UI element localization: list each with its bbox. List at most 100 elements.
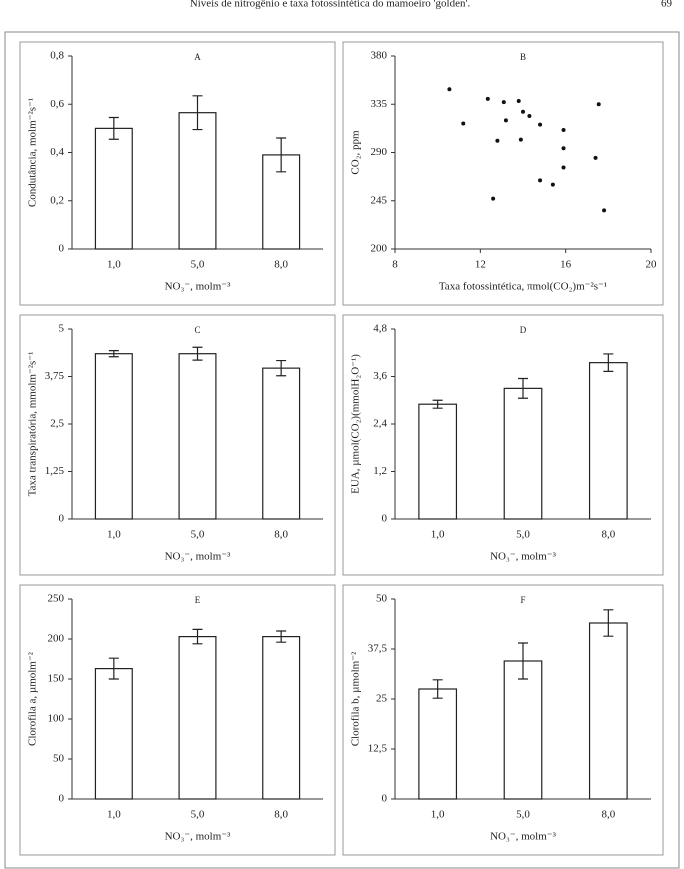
- y-axis-label: Clorofila b, µmolm⁻²: [350, 651, 362, 746]
- page-number: 69: [661, 0, 673, 10]
- x-axis-label: Taxa fotossintética, πmol(CO₂)m⁻²s⁻¹: [439, 281, 607, 293]
- bar: [94, 667, 133, 800]
- error-bar: [192, 628, 203, 645]
- x-tick-label: 1,0: [107, 529, 121, 541]
- x-axis-label: NO₃⁻, molm⁻³: [165, 281, 232, 293]
- bar: [503, 660, 543, 800]
- point: [501, 100, 506, 105]
- bar: [178, 112, 217, 250]
- y-axis-label: CO₂, ppm: [350, 130, 362, 175]
- point: [527, 114, 532, 119]
- point: [593, 155, 598, 160]
- panel-frame: [342, 41, 664, 306]
- y-tick-label: 245: [371, 194, 388, 206]
- x-tick-label: 8: [392, 259, 398, 271]
- bar: [178, 635, 217, 800]
- x-tick-label: 8,0: [601, 529, 615, 541]
- point: [503, 118, 508, 123]
- point: [516, 99, 521, 104]
- point: [491, 196, 496, 201]
- point: [518, 137, 523, 142]
- bar: [262, 367, 301, 520]
- x-axis-label: NO₃⁻, molm⁻³: [165, 831, 232, 843]
- error-bar: [108, 657, 119, 680]
- y-tick-label: 50: [376, 593, 388, 605]
- bar: [178, 353, 217, 520]
- y-tick-label: 12,5: [368, 743, 388, 755]
- point: [538, 178, 543, 183]
- error-bar: [603, 609, 614, 637]
- y-tick-label: 290: [371, 146, 388, 158]
- error-bar: [108, 350, 119, 358]
- y-tick-label: 0,8: [50, 50, 64, 62]
- y-tick-label: 5: [59, 323, 65, 335]
- point: [561, 146, 566, 151]
- y-tick-label: 0,4: [50, 146, 64, 158]
- point: [521, 109, 525, 114]
- x-tick-label: 5,0: [516, 529, 530, 541]
- y-tick-label: 25: [376, 693, 388, 705]
- y-axis-label: Clorofila a, µmolm⁻²: [27, 651, 39, 746]
- y-tick-label: 4,8: [373, 323, 387, 335]
- bar: [503, 387, 543, 520]
- bar: [94, 353, 133, 520]
- bar: [418, 688, 458, 800]
- point: [596, 102, 601, 107]
- point: [561, 165, 566, 170]
- error-bar: [276, 359, 287, 377]
- point: [461, 121, 466, 126]
- y-tick-label: 0,2: [50, 194, 64, 206]
- bar: [588, 622, 628, 800]
- error-bar: [518, 642, 528, 680]
- header-title: Níveis de nitrogênio e taxa fotossintéti…: [190, 0, 471, 10]
- x-axis-label: NO₃⁻, molm⁻³: [165, 551, 232, 563]
- y-tick-label: 380: [371, 50, 388, 62]
- y-tick-label: 0,6: [50, 98, 64, 110]
- y-tick-label: 0: [59, 513, 65, 525]
- y-tick-label: 2,4: [373, 418, 387, 430]
- y-tick-label: 1,2: [373, 465, 387, 477]
- y-tick-label: 0: [59, 793, 65, 805]
- x-tick-label: 8,0: [274, 809, 288, 821]
- x-tick-label: 12: [475, 259, 486, 271]
- y-tick-label: 2,5: [50, 418, 64, 430]
- y-tick-label: 50: [53, 753, 65, 765]
- x-tick-label: 5,0: [516, 809, 530, 821]
- point: [447, 87, 452, 92]
- error-bar: [432, 679, 443, 699]
- y-tick-label: 0: [382, 513, 388, 525]
- bar: [262, 154, 301, 250]
- panel-label: C: [194, 325, 200, 335]
- point: [550, 182, 555, 187]
- panel-label: B: [520, 52, 526, 62]
- panel-label: E: [195, 595, 201, 605]
- point: [602, 208, 607, 213]
- y-axis-label: Condutância, molm⁻²s⁻¹: [27, 98, 39, 207]
- error-bar: [276, 630, 287, 643]
- x-tick-label: 5,0: [191, 809, 205, 821]
- y-tick-label: 0: [59, 243, 65, 255]
- point: [495, 138, 500, 143]
- y-tick-label: 3,6: [373, 370, 387, 382]
- x-tick-label: 1,0: [107, 809, 121, 821]
- x-tick-label: 8,0: [274, 259, 288, 271]
- x-tick-label: 8,0: [601, 809, 615, 821]
- y-tick-label: 37,5: [368, 643, 388, 655]
- y-tick-label: 200: [371, 243, 388, 255]
- point: [561, 127, 566, 132]
- y-tick-label: 250: [48, 593, 65, 605]
- error-bar: [603, 353, 614, 372]
- error-bar: [192, 95, 203, 131]
- x-tick-label: 5,0: [191, 259, 205, 271]
- x-tick-label: 1,0: [431, 529, 445, 541]
- panel-label: A: [194, 52, 201, 62]
- y-tick-label: 150: [48, 673, 65, 685]
- y-axis-label: EUA, µmol(CO₂)(mmolH₂O⁻¹): [350, 354, 362, 494]
- panel-label: F: [520, 595, 525, 605]
- bar: [94, 127, 133, 250]
- x-tick-label: 8,0: [274, 529, 288, 541]
- error-bar: [518, 377, 528, 399]
- y-tick-label: 3,75: [45, 370, 65, 382]
- x-tick-label: 1,0: [431, 809, 445, 821]
- point: [485, 96, 490, 101]
